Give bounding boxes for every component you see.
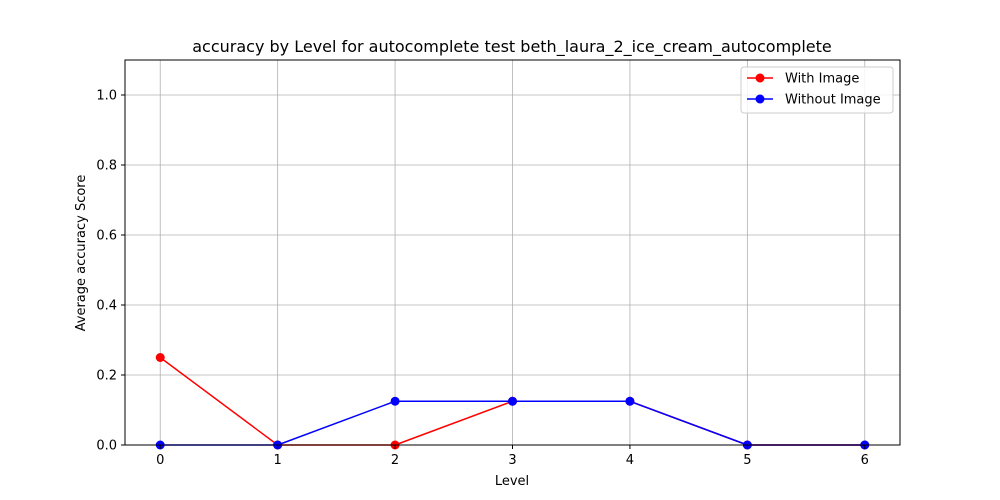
y-tick-label-3: 0.6 <box>96 229 117 244</box>
legend-label-0: With Image <box>785 72 859 87</box>
x-axis-title: Level <box>495 474 529 489</box>
x-tick-label-0: 0 <box>156 453 164 468</box>
x-tick-label-3: 3 <box>508 453 516 468</box>
legend-marker-0 <box>755 73 765 83</box>
chart-title: accuracy by Level for autocomplete test … <box>192 37 831 57</box>
y-tick-label-1: 0.2 <box>96 369 117 384</box>
data-point-1-3 <box>508 396 517 406</box>
legend-box <box>740 66 894 114</box>
legend: With Image Without Image <box>740 66 894 114</box>
legend-marker-1 <box>755 94 765 104</box>
y-tick-label-0: 0.0 <box>96 439 117 454</box>
y-tick-label-5: 1.0 <box>96 89 117 104</box>
x-tick-label-6: 6 <box>861 453 869 468</box>
data-point-1-4 <box>625 396 635 406</box>
plot-area: 0 1 2 3 4 5 6 0.0 0.2 0.4 0.6 0.8 1.0 <box>96 59 901 468</box>
y-tick-label-2: 0.4 <box>96 299 117 314</box>
x-tick-label-4: 4 <box>626 453 634 468</box>
x-tick-label-5: 5 <box>743 453 751 468</box>
x-tick-label-1: 1 <box>274 453 282 468</box>
y-tick-label-4: 0.8 <box>96 159 117 174</box>
x-tick-label-2: 2 <box>391 453 399 468</box>
data-point-1-2 <box>390 396 400 406</box>
legend-label-1: Without Image <box>785 93 881 108</box>
y-axis-title: Average accuracy Score <box>74 175 89 332</box>
data-point-0-0 <box>155 353 165 362</box>
